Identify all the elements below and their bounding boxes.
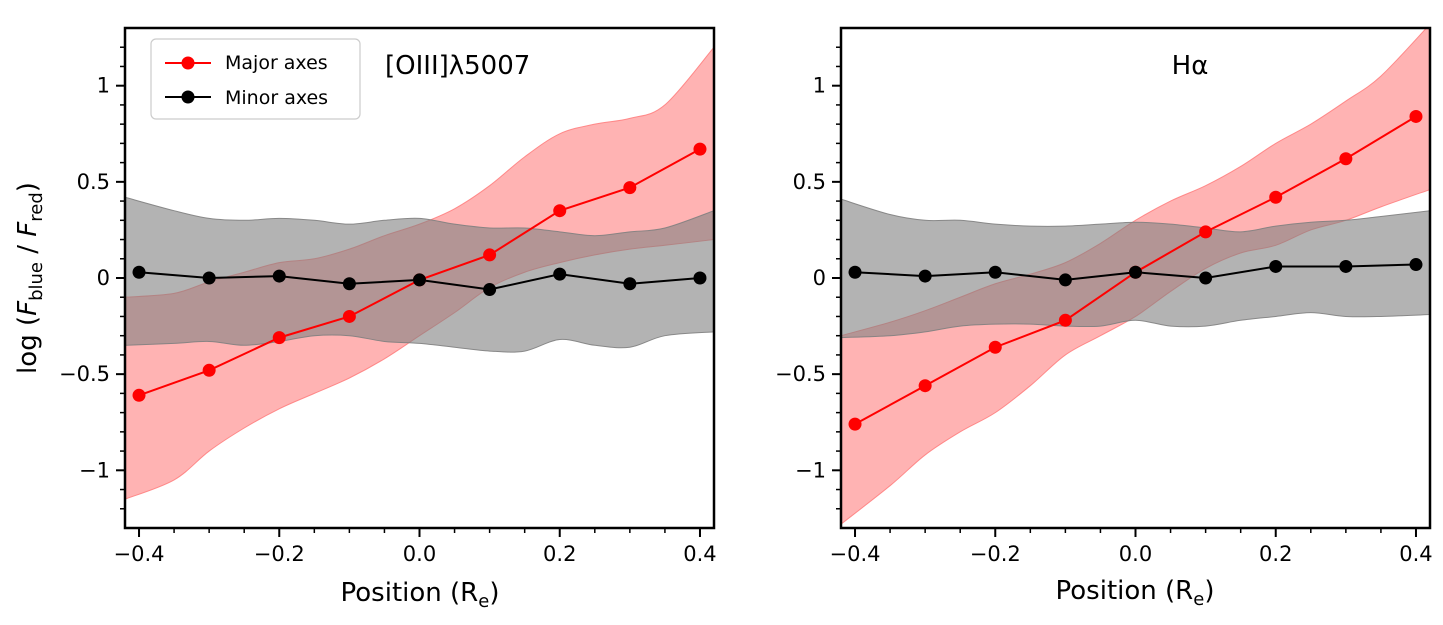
- major-axes-point: [132, 388, 146, 402]
- major-axes-point: [988, 340, 1002, 354]
- legend-minor-marker: [181, 90, 195, 104]
- major-axes-point: [693, 142, 707, 156]
- y-axis-label: log (Fblue / Fred): [13, 182, 47, 374]
- left-x-axis-label: Position (Re): [341, 578, 500, 612]
- minor-axes-point: [553, 267, 567, 281]
- major-axes-point: [202, 363, 216, 377]
- major-axes-point: [272, 331, 286, 345]
- y-tick-label: −1: [795, 458, 826, 482]
- legend: Major axes Minor axes: [150, 38, 361, 120]
- minor-axes-point: [1269, 259, 1283, 273]
- right-panel-title: Hα: [1172, 51, 1209, 81]
- minor-axes-point: [1339, 259, 1353, 273]
- minor-axes-point: [1409, 258, 1423, 272]
- y-tick-label: 1: [813, 74, 826, 98]
- x-tick-label: 0.4: [1399, 542, 1432, 566]
- x-tick-label: 0.2: [543, 542, 576, 566]
- minor-axes-point: [918, 269, 932, 283]
- minor-axes-point: [483, 283, 497, 297]
- y-tick-label: 0.5: [793, 170, 826, 194]
- y-tick-label: −0.5: [775, 362, 826, 386]
- x-tick-label: 0.0: [403, 542, 436, 566]
- minor-axes-point: [1199, 271, 1213, 285]
- major-axes-point: [1269, 190, 1283, 204]
- major-axes-point: [553, 204, 567, 218]
- major-axes-point: [1409, 109, 1423, 123]
- y-tick-label: 0.5: [77, 170, 110, 194]
- minor-axes-point: [693, 271, 707, 285]
- x-tick-label: −0.4: [114, 542, 165, 566]
- major-axes-point: [342, 309, 356, 323]
- left-panel-title: [OIII]λ5007: [385, 51, 530, 81]
- y-tick-label: 1: [97, 74, 110, 98]
- minor-axes-point: [413, 273, 426, 287]
- y-tick-label: 0: [813, 266, 826, 290]
- x-tick-label: −0.2: [254, 542, 305, 566]
- x-tick-label: 0.0: [1119, 542, 1152, 566]
- x-tick-label: −0.4: [830, 542, 881, 566]
- y-tick-label: −1: [79, 458, 110, 482]
- minor-axes-point: [272, 269, 286, 283]
- x-tick-label: −0.2: [970, 542, 1021, 566]
- y-tick-label: 0: [97, 266, 110, 290]
- legend-major-marker: [181, 56, 195, 70]
- minor-axes-point: [988, 265, 1002, 279]
- minor-axes-point: [623, 277, 637, 291]
- legend-minor-label: Minor axes: [225, 87, 328, 109]
- minor-axes-point: [202, 271, 216, 285]
- legend-major-label: Major axes: [225, 52, 328, 74]
- right-panel-halpha: −0.4 −0.2 0.0 0.2 0.4 1 0.5 0 −0.5 −1 Hα Position…: [775, 26, 1433, 610]
- minor-axes-point: [342, 277, 356, 291]
- x-tick-label: 0.4: [683, 542, 716, 566]
- major-axes-point: [848, 417, 862, 431]
- minor-axes-point: [1129, 265, 1142, 279]
- major-axes-point: [1199, 225, 1213, 239]
- x-tick-label: 0.2: [1259, 542, 1292, 566]
- major-axes-point: [1058, 313, 1072, 327]
- minor-axes-point: [848, 265, 862, 279]
- major-axes-point: [1339, 152, 1353, 166]
- y-tick-label: −0.5: [59, 362, 110, 386]
- right-x-axis-label: Position (Re): [1056, 576, 1215, 610]
- left-panel-oiii: −0.4 −0.2 0.0 0.2 0.4 1 0.5 0 −0.5 −1 [OIII]λ5007…: [13, 26, 717, 612]
- major-axes-point: [918, 379, 932, 393]
- minor-axes-point: [132, 265, 146, 279]
- major-axes-point: [623, 181, 637, 195]
- minor-axes-point: [1058, 273, 1072, 287]
- major-axes-point: [483, 248, 497, 262]
- legend-box: [150, 38, 361, 120]
